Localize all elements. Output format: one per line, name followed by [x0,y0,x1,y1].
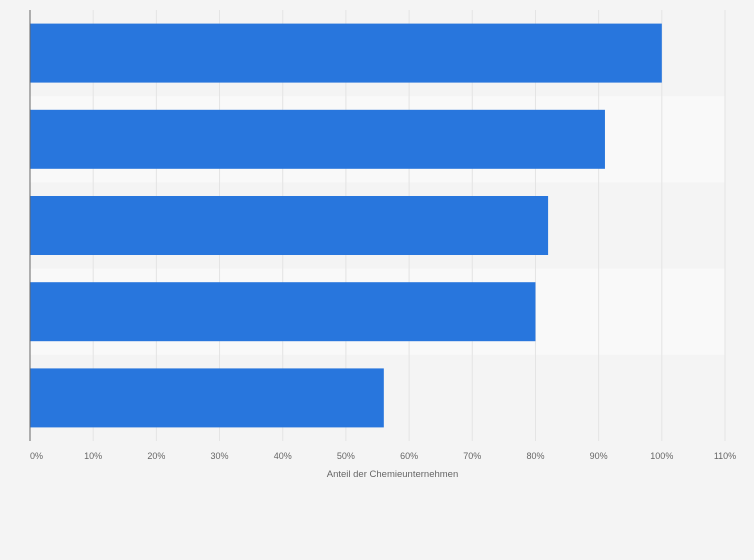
x-axis-ticks: 0% 10% 20% 30% 40% 50% 60% 70% 80% 90% 100% 110% [30,451,736,461]
bars [30,23,662,428]
bar [30,282,536,342]
x-tick-label: 10% [84,451,102,461]
x-tick-label: 30% [211,451,229,461]
x-tick-label: 70% [463,451,481,461]
x-tick-label: 100% [650,451,673,461]
x-tick-label: 80% [526,451,544,461]
x-tick-label: 0% [30,451,43,461]
x-tick-label: 20% [147,451,165,461]
x-axis-title: Anteil der Chemieunternehmen [327,469,459,480]
x-tick-label: 40% [274,451,292,461]
x-tick-label: 90% [590,451,608,461]
bar [30,368,384,428]
x-tick-label: 60% [400,451,418,461]
bar [30,23,662,83]
bar [30,196,549,255]
bar [30,109,605,169]
x-tick-label: 50% [337,451,355,461]
x-tick-label: 110% [714,451,736,461]
